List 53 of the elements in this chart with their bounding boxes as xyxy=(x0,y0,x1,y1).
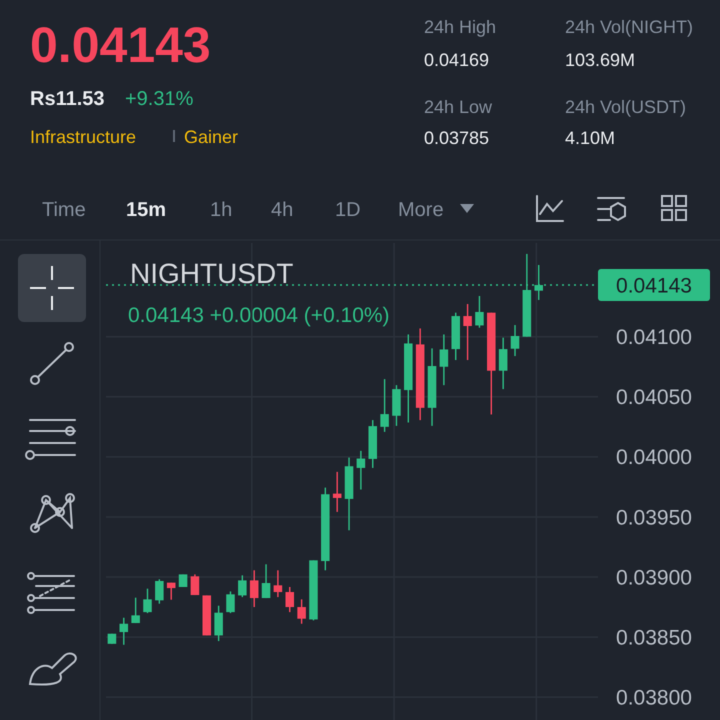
candlestick xyxy=(274,570,282,598)
candlestick xyxy=(297,598,306,624)
text: Rs11.53 xyxy=(30,88,105,110)
text: 1D xyxy=(335,199,361,221)
candlestick xyxy=(475,295,484,328)
candlestick xyxy=(178,574,188,588)
y-tick-label: 0.03800 xyxy=(616,686,692,710)
text: 0.04143 xyxy=(30,17,211,73)
candlestick xyxy=(143,588,152,614)
text: Infrastructure xyxy=(30,127,136,147)
candlestick xyxy=(120,617,128,646)
y-tick-label: 0.03850 xyxy=(616,626,692,650)
candlestick xyxy=(463,303,472,361)
text: NIGHTUSDT xyxy=(130,258,294,289)
candlestick xyxy=(214,605,223,642)
candlestick xyxy=(440,334,448,386)
candlestick xyxy=(155,578,164,604)
text: 4h xyxy=(271,199,294,221)
candlestick xyxy=(332,471,342,513)
candlestick xyxy=(108,633,116,645)
text: Gainer xyxy=(184,127,238,147)
candlestick xyxy=(250,570,258,608)
text: 4.10M xyxy=(565,128,616,148)
text: +9.31% xyxy=(125,88,194,110)
y-tick-label: 0.04050 xyxy=(616,386,692,410)
candlestick xyxy=(226,590,235,614)
candlestick xyxy=(380,378,389,433)
text: 15m xyxy=(126,199,166,221)
y-tick-label: 0.03900 xyxy=(616,566,692,590)
candlestick xyxy=(356,450,366,490)
y-tick-label: 0.04000 xyxy=(616,446,692,470)
candlestick xyxy=(166,582,176,600)
y-tick-label: 0.03950 xyxy=(616,506,692,530)
text: 24h High xyxy=(424,17,496,37)
candlestick xyxy=(498,336,508,390)
text: 0.04169 xyxy=(424,50,490,70)
candlestick xyxy=(262,564,270,599)
text: 1h xyxy=(210,199,232,221)
candlestick xyxy=(285,586,294,613)
text: 24h Vol(USDT) xyxy=(565,97,686,117)
candlestick xyxy=(510,324,520,357)
text: More xyxy=(398,199,444,221)
text: 24h Low xyxy=(424,97,494,117)
candlestick xyxy=(238,574,247,598)
candlestick xyxy=(131,596,140,624)
ref-line-label: 0.04143 xyxy=(616,274,692,298)
text: 24h Vol(NIGHT) xyxy=(565,17,694,37)
text: 0.03785 xyxy=(424,128,490,148)
annotation: 0.04143 +0.00004 (+0.10%) xyxy=(128,304,390,327)
candlestick xyxy=(190,574,200,596)
text: Time xyxy=(42,199,86,221)
y-tick-label: 0.04100 xyxy=(616,326,692,350)
text: 103.69M xyxy=(565,50,636,70)
